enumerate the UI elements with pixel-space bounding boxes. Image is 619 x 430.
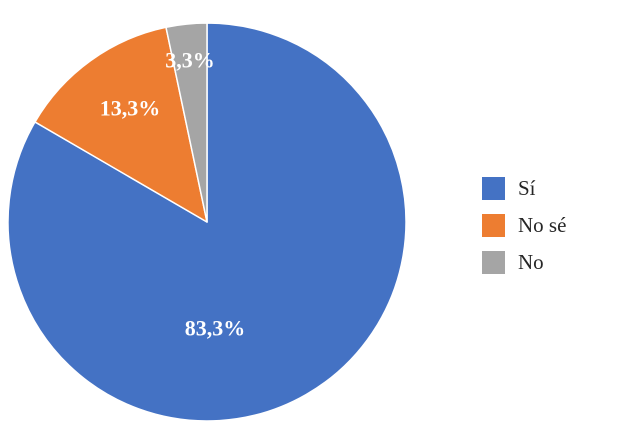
legend-swatch-no <box>482 251 505 274</box>
legend-label-si: Sí <box>518 176 536 200</box>
legend-label-no-se: No sé <box>518 213 567 237</box>
pie-slice-no <box>165 22 208 223</box>
data-label-no: 3,3% <box>165 48 215 73</box>
legend: Sí No sé No <box>482 177 566 274</box>
legend-item-no-se: No sé <box>482 214 566 237</box>
pie-slice-si <box>7 22 407 422</box>
data-label-no-se: 13,3% <box>100 96 161 121</box>
legend-item-no: No <box>482 251 566 274</box>
legend-item-si: Sí <box>482 177 566 200</box>
pie-slice-no-se <box>34 26 208 223</box>
data-label-si: 83,3% <box>185 316 246 341</box>
legend-swatch-si <box>482 177 505 200</box>
legend-label-no: No <box>518 250 544 274</box>
legend-swatch-no-se <box>482 214 505 237</box>
